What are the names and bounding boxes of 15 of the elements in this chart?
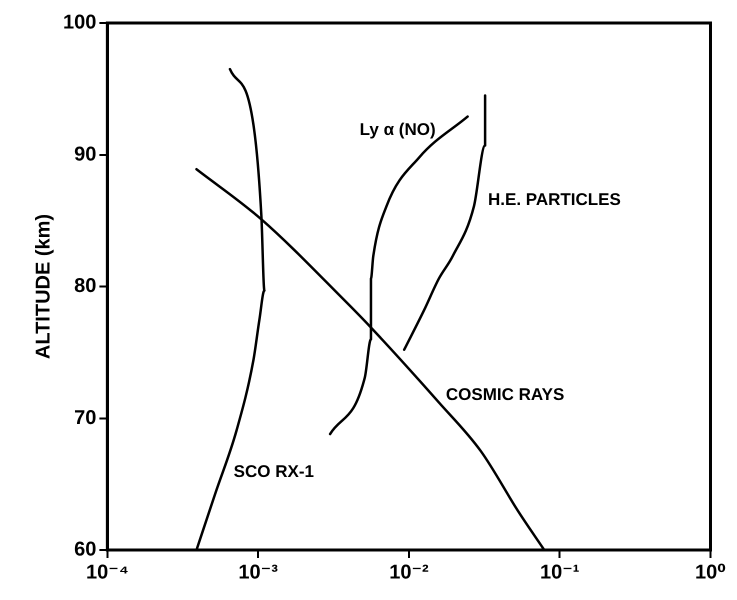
x-tick-label: 10⁻² (389, 562, 429, 584)
series-label: Ly α (NO) (360, 120, 436, 140)
x-tick-label: 10⁻⁴ (86, 562, 129, 584)
y-tick-label: 70 (74, 406, 96, 429)
y-axis-title: ALTITUDE (km) (32, 214, 55, 360)
y-tick-label: 60 (74, 538, 96, 561)
x-tick-label: 10⁻¹ (540, 562, 580, 584)
x-tick-label: 10⁰ (694, 562, 726, 584)
series-label: H.E. PARTICLES (488, 190, 621, 209)
x-tick-label: 10⁻³ (238, 562, 278, 584)
y-tick-label: 100 (62, 12, 96, 34)
y-tick-label: 80 (74, 275, 96, 298)
series-label: SCO RX-1 (234, 462, 314, 481)
y-tick-label: 90 (74, 143, 96, 166)
series-label: COSMIC RAYS (446, 385, 564, 404)
